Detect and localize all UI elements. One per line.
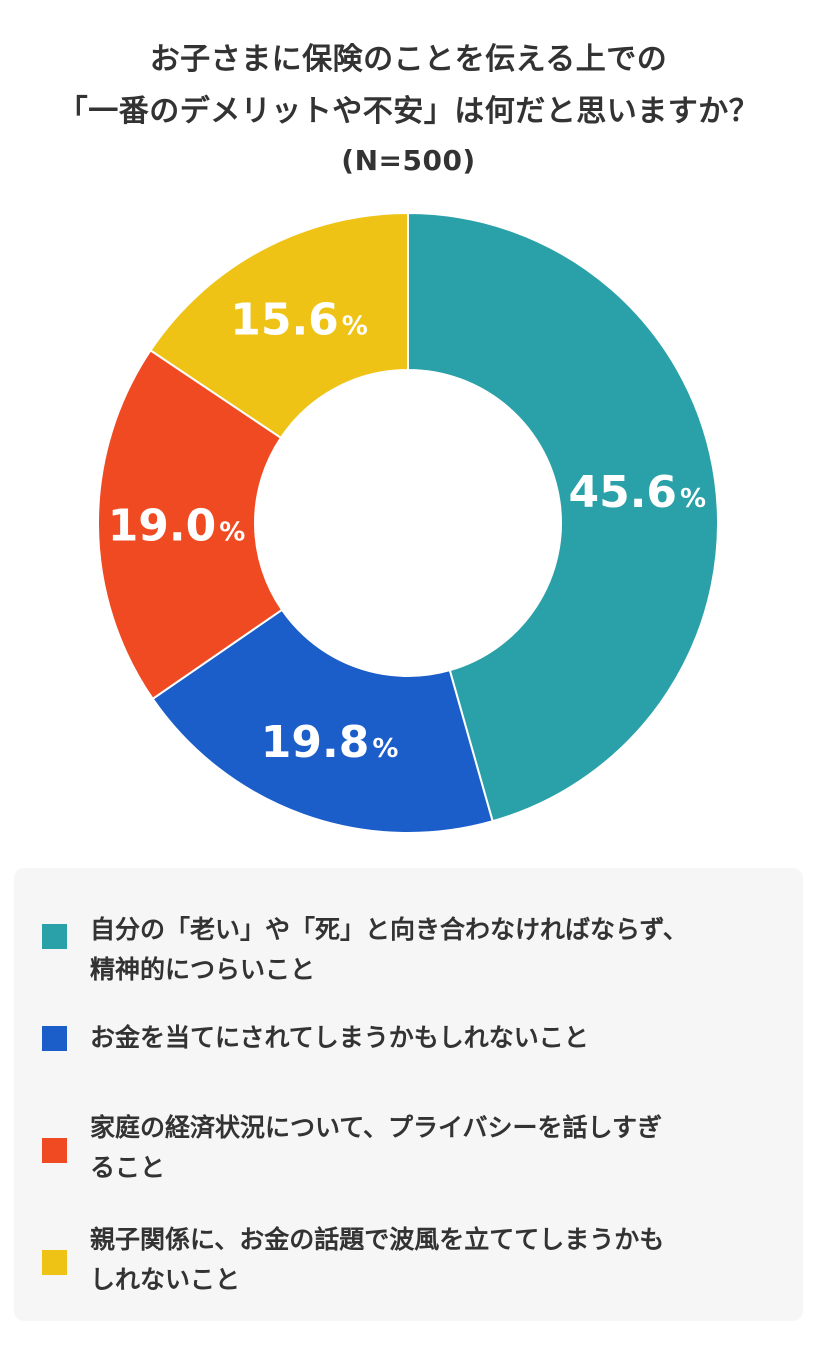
legend-label-1: 自分の「老い」や「死」と向き合わなければならず、 精神的につらいこと	[90, 910, 770, 990]
legend-swatch-2	[42, 1026, 67, 1051]
donut-slice-1	[407, 211, 719, 823]
donut-chart: 45.6 % 19.8 % 19.0 % 15.6%	[97, 211, 719, 834]
slice-label-3: 19.0%	[108, 500, 246, 551]
legend-label-3-line1: 家庭の経済状況について、プライバシーを話しすぎ	[90, 1113, 663, 1142]
legend-label-2: お金を当てにされてしまうかもしれないこと	[90, 1018, 770, 1058]
chart-title-line2: 「一番のデメリットや不安」は何だと思いますか？	[57, 94, 760, 129]
donut-slice-2	[151, 608, 494, 834]
legend-label-3-line2: ること	[90, 1153, 166, 1182]
donut-slice-3	[97, 348, 284, 701]
legend-label-4-line2: しれないこと	[90, 1265, 241, 1294]
legend-label-1-line1: 自分の「老い」や「死」と向き合わなければならず、	[90, 915, 688, 944]
legend-label-1-line2: 精神的につらいこと	[90, 955, 316, 984]
legend-label-4-line1: 親子関係に、お金の話題で波風を立ててしまうかも	[90, 1225, 665, 1254]
slice-label-2: 19.8%	[261, 717, 399, 768]
legend-label-3: 家庭の経済状況について、プライバシーを話しすぎ ること	[90, 1108, 770, 1188]
sample-size: (N=500)	[341, 144, 476, 177]
legend-label-4: 親子関係に、お金の話題で波風を立ててしまうかも しれないこと	[90, 1220, 770, 1300]
legend: 自分の「老い」や「死」と向き合わなければならず、 精神的につらいこと お金を当て…	[14, 868, 803, 1321]
donut-slice-4	[149, 211, 409, 440]
chart-title-line1: お子さまに保険のことを伝える上での	[149, 42, 668, 77]
legend-swatch-4	[42, 1250, 67, 1275]
slice-label-1: 45.6%	[568, 467, 706, 518]
slice-label-4: 15.6%	[230, 295, 368, 346]
legend-label-2-line1: お金を当てにされてしまうかもしれないこと	[90, 1023, 589, 1052]
legend-swatch-3	[42, 1138, 67, 1163]
legend-swatch-1	[42, 924, 67, 949]
